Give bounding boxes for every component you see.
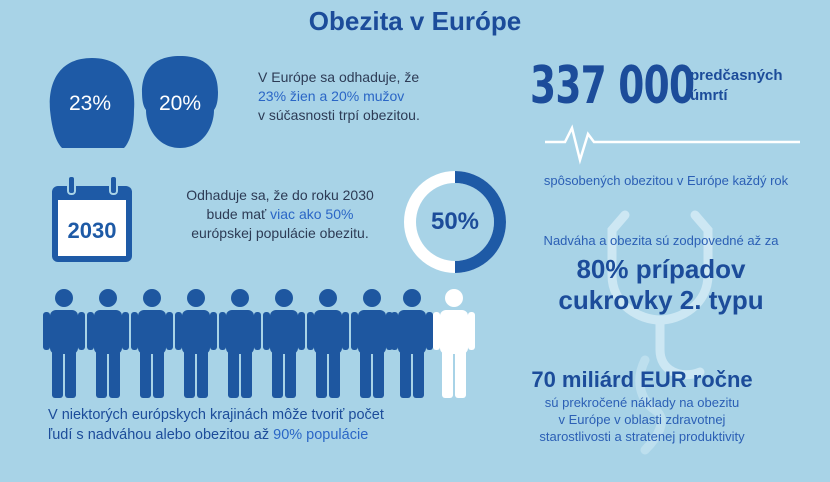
costs-text: sú prekročené náklady na obezitu v Európ… xyxy=(539,394,744,445)
ring-label: 50% xyxy=(430,208,480,235)
deaths-label: predčasných úmrtí xyxy=(690,66,783,106)
person-icon xyxy=(307,289,349,398)
calendar-icon xyxy=(52,175,132,262)
text-line: európskej populácie obezitu. xyxy=(191,225,369,241)
ring xyxy=(404,171,506,273)
deaths-number: 337 000 xyxy=(530,56,695,116)
text-line: v Európe v oblasti zdravotnej xyxy=(558,412,726,427)
diabetes-headline: 80% prípadov cukrovky 2. typu xyxy=(558,254,763,316)
text-highlight: viac ako 50% xyxy=(270,206,354,222)
person-icon xyxy=(433,289,475,398)
text-line: ľudí s nadváhou alebo obezitou až 90% po… xyxy=(48,425,384,445)
person-icon xyxy=(263,289,305,398)
person-icon xyxy=(391,289,433,398)
text-highlight: 90% populácie xyxy=(273,427,369,443)
person-icon xyxy=(43,289,85,398)
woman-icon xyxy=(49,58,135,148)
calendar-year: 2030 xyxy=(67,218,117,243)
women-percent: 23% xyxy=(68,92,112,115)
costs-headline: 70 miliárd EUR ročne xyxy=(531,367,753,392)
text-line: V niektorých európskych krajinách môže t… xyxy=(48,407,384,423)
text-line: úmrtí xyxy=(690,87,728,104)
text-line: bude mať viac ako 50% xyxy=(186,205,374,224)
text-part: ľudí s nadváhou alebo obezitou až xyxy=(48,427,270,443)
person-icon xyxy=(351,289,393,398)
stethoscope-icon xyxy=(607,210,713,455)
text-highlight: 23% žien a 20% mužov xyxy=(258,88,405,104)
people-row xyxy=(43,289,475,398)
text-line: v súčasnosti trpí obezitou. xyxy=(258,107,420,123)
population-text: V niektorých európskych krajinách môže t… xyxy=(48,405,384,445)
person-icon xyxy=(175,289,217,398)
text-part: bude mať xyxy=(206,206,267,222)
gender-text: V Európe sa odhaduje, že 23% žien a 20% … xyxy=(258,68,420,125)
deaths-caption: spôsobených obezitou v Európe každý rok xyxy=(543,173,789,188)
person-icon xyxy=(219,289,261,398)
text-line: sú prekročené náklady na obezitu xyxy=(544,395,740,410)
person-icon xyxy=(131,289,173,398)
diabetes-intro: Nadváha a obezita sú zodpovedné až za xyxy=(543,233,779,248)
text-line: cukrovky 2. typu xyxy=(558,285,764,315)
title: Obezita v Európe xyxy=(308,6,522,36)
text-line: predčasných xyxy=(690,67,783,84)
text-line: V Európe sa odhaduje, že xyxy=(258,69,420,85)
text-line: Odhaduje sa, že do roku 2030 xyxy=(186,187,374,203)
person-icon xyxy=(87,289,129,398)
text-line: starostlivosti a stratenej produktivity xyxy=(539,429,745,444)
men-percent: 20% xyxy=(158,92,202,115)
text-line: 80% prípadov xyxy=(576,254,746,284)
heartbeat-line xyxy=(545,124,800,165)
forecast-text: Odhaduje sa, že do roku 2030 bude mať vi… xyxy=(186,186,374,243)
man-icon xyxy=(142,56,218,148)
